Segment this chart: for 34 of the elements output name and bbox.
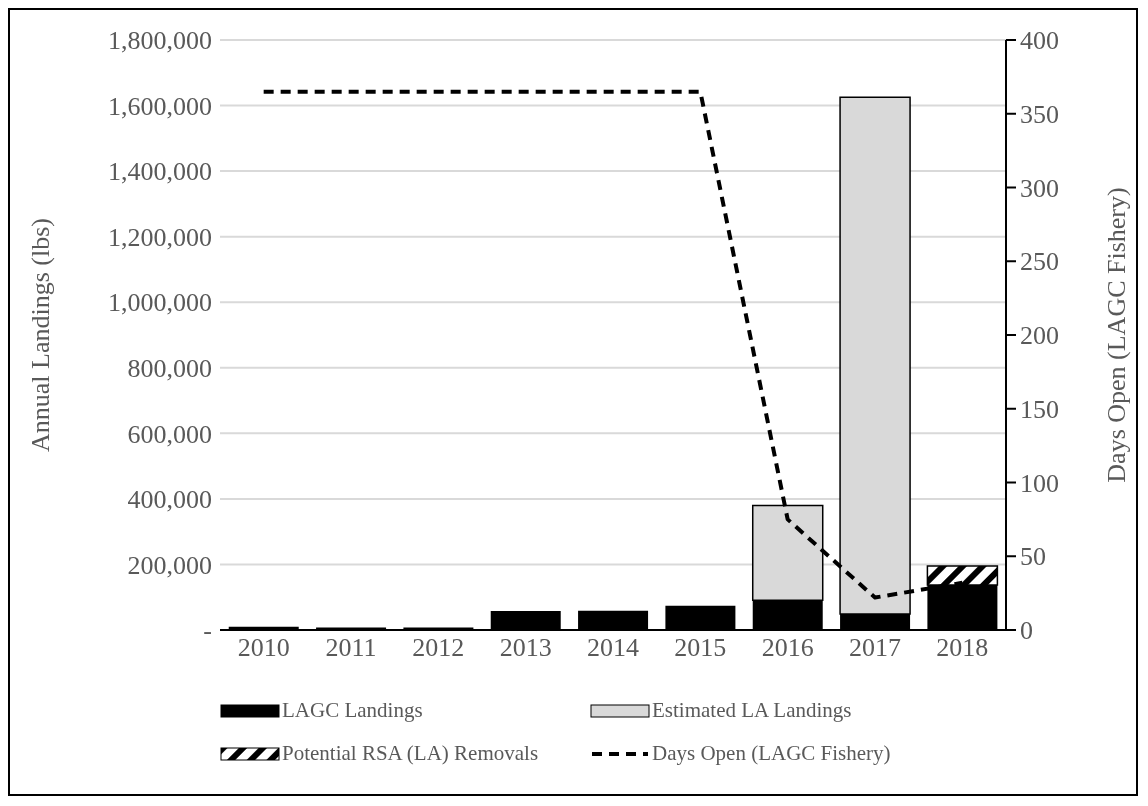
y-tick-label: 600,000 — [127, 419, 212, 449]
y2-tick-label: 150 — [1020, 394, 1059, 424]
y-tick-label: 200,000 — [127, 550, 212, 580]
legend-label: Potential RSA (LA) Removals — [282, 741, 539, 766]
x-tick-label: 2013 — [499, 633, 552, 663]
x-tick-label: 2014 — [587, 633, 639, 663]
y-tick-label: 1,200,000 — [108, 222, 212, 252]
x-tick-label: 2012 — [412, 633, 465, 663]
x-tick-label: 2016 — [761, 633, 814, 663]
y2-tick-label: 50 — [1020, 542, 1046, 572]
y-tick-label: 400,000 — [127, 485, 212, 515]
y2-tick-label: 0 — [1020, 616, 1033, 646]
y-tick-label: 1,000,000 — [108, 288, 212, 318]
legend-label: Estimated LA Landings — [652, 698, 852, 723]
x-tick-label: 2010 — [237, 633, 290, 663]
y-tick-label: 1,400,000 — [108, 157, 212, 187]
y-tick-label: 1,800,000 — [108, 26, 212, 56]
y-tick-label: 1,600,000 — [108, 91, 212, 121]
y-axis-title: Annual Landings (lbs) — [26, 218, 56, 452]
legend-label: Days Open (LAGC Fishery) — [652, 741, 891, 766]
y2-tick-label: 300 — [1020, 173, 1059, 203]
y2-axis-title: Days Open (LAGC Fishery) — [1102, 187, 1132, 483]
y2-tick-label: 350 — [1020, 99, 1059, 129]
x-tick-label: 2017 — [849, 633, 901, 663]
y-tick-label: - — [203, 616, 212, 646]
y2-tick-label: 100 — [1020, 468, 1059, 498]
x-tick-label: 2015 — [674, 633, 727, 663]
y2-tick-label: 250 — [1020, 247, 1059, 277]
y2-tick-label: 400 — [1020, 26, 1059, 56]
x-tick-label: 2018 — [936, 633, 989, 663]
y-tick-label: 800,000 — [127, 354, 212, 384]
x-tick-label: 2011 — [325, 633, 377, 663]
legend-label: LAGC Landings — [282, 698, 423, 723]
y2-tick-label: 200 — [1020, 321, 1059, 351]
